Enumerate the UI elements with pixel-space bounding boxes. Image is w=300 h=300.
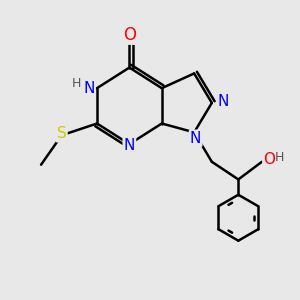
Text: N: N: [83, 81, 94, 96]
Text: N: N: [124, 138, 135, 153]
Text: H: H: [275, 151, 284, 164]
Text: O: O: [263, 152, 275, 167]
Text: N: N: [190, 131, 201, 146]
Text: S: S: [57, 126, 67, 141]
Text: N: N: [218, 94, 229, 109]
Text: O: O: [123, 26, 136, 44]
Text: H: H: [71, 77, 81, 90]
